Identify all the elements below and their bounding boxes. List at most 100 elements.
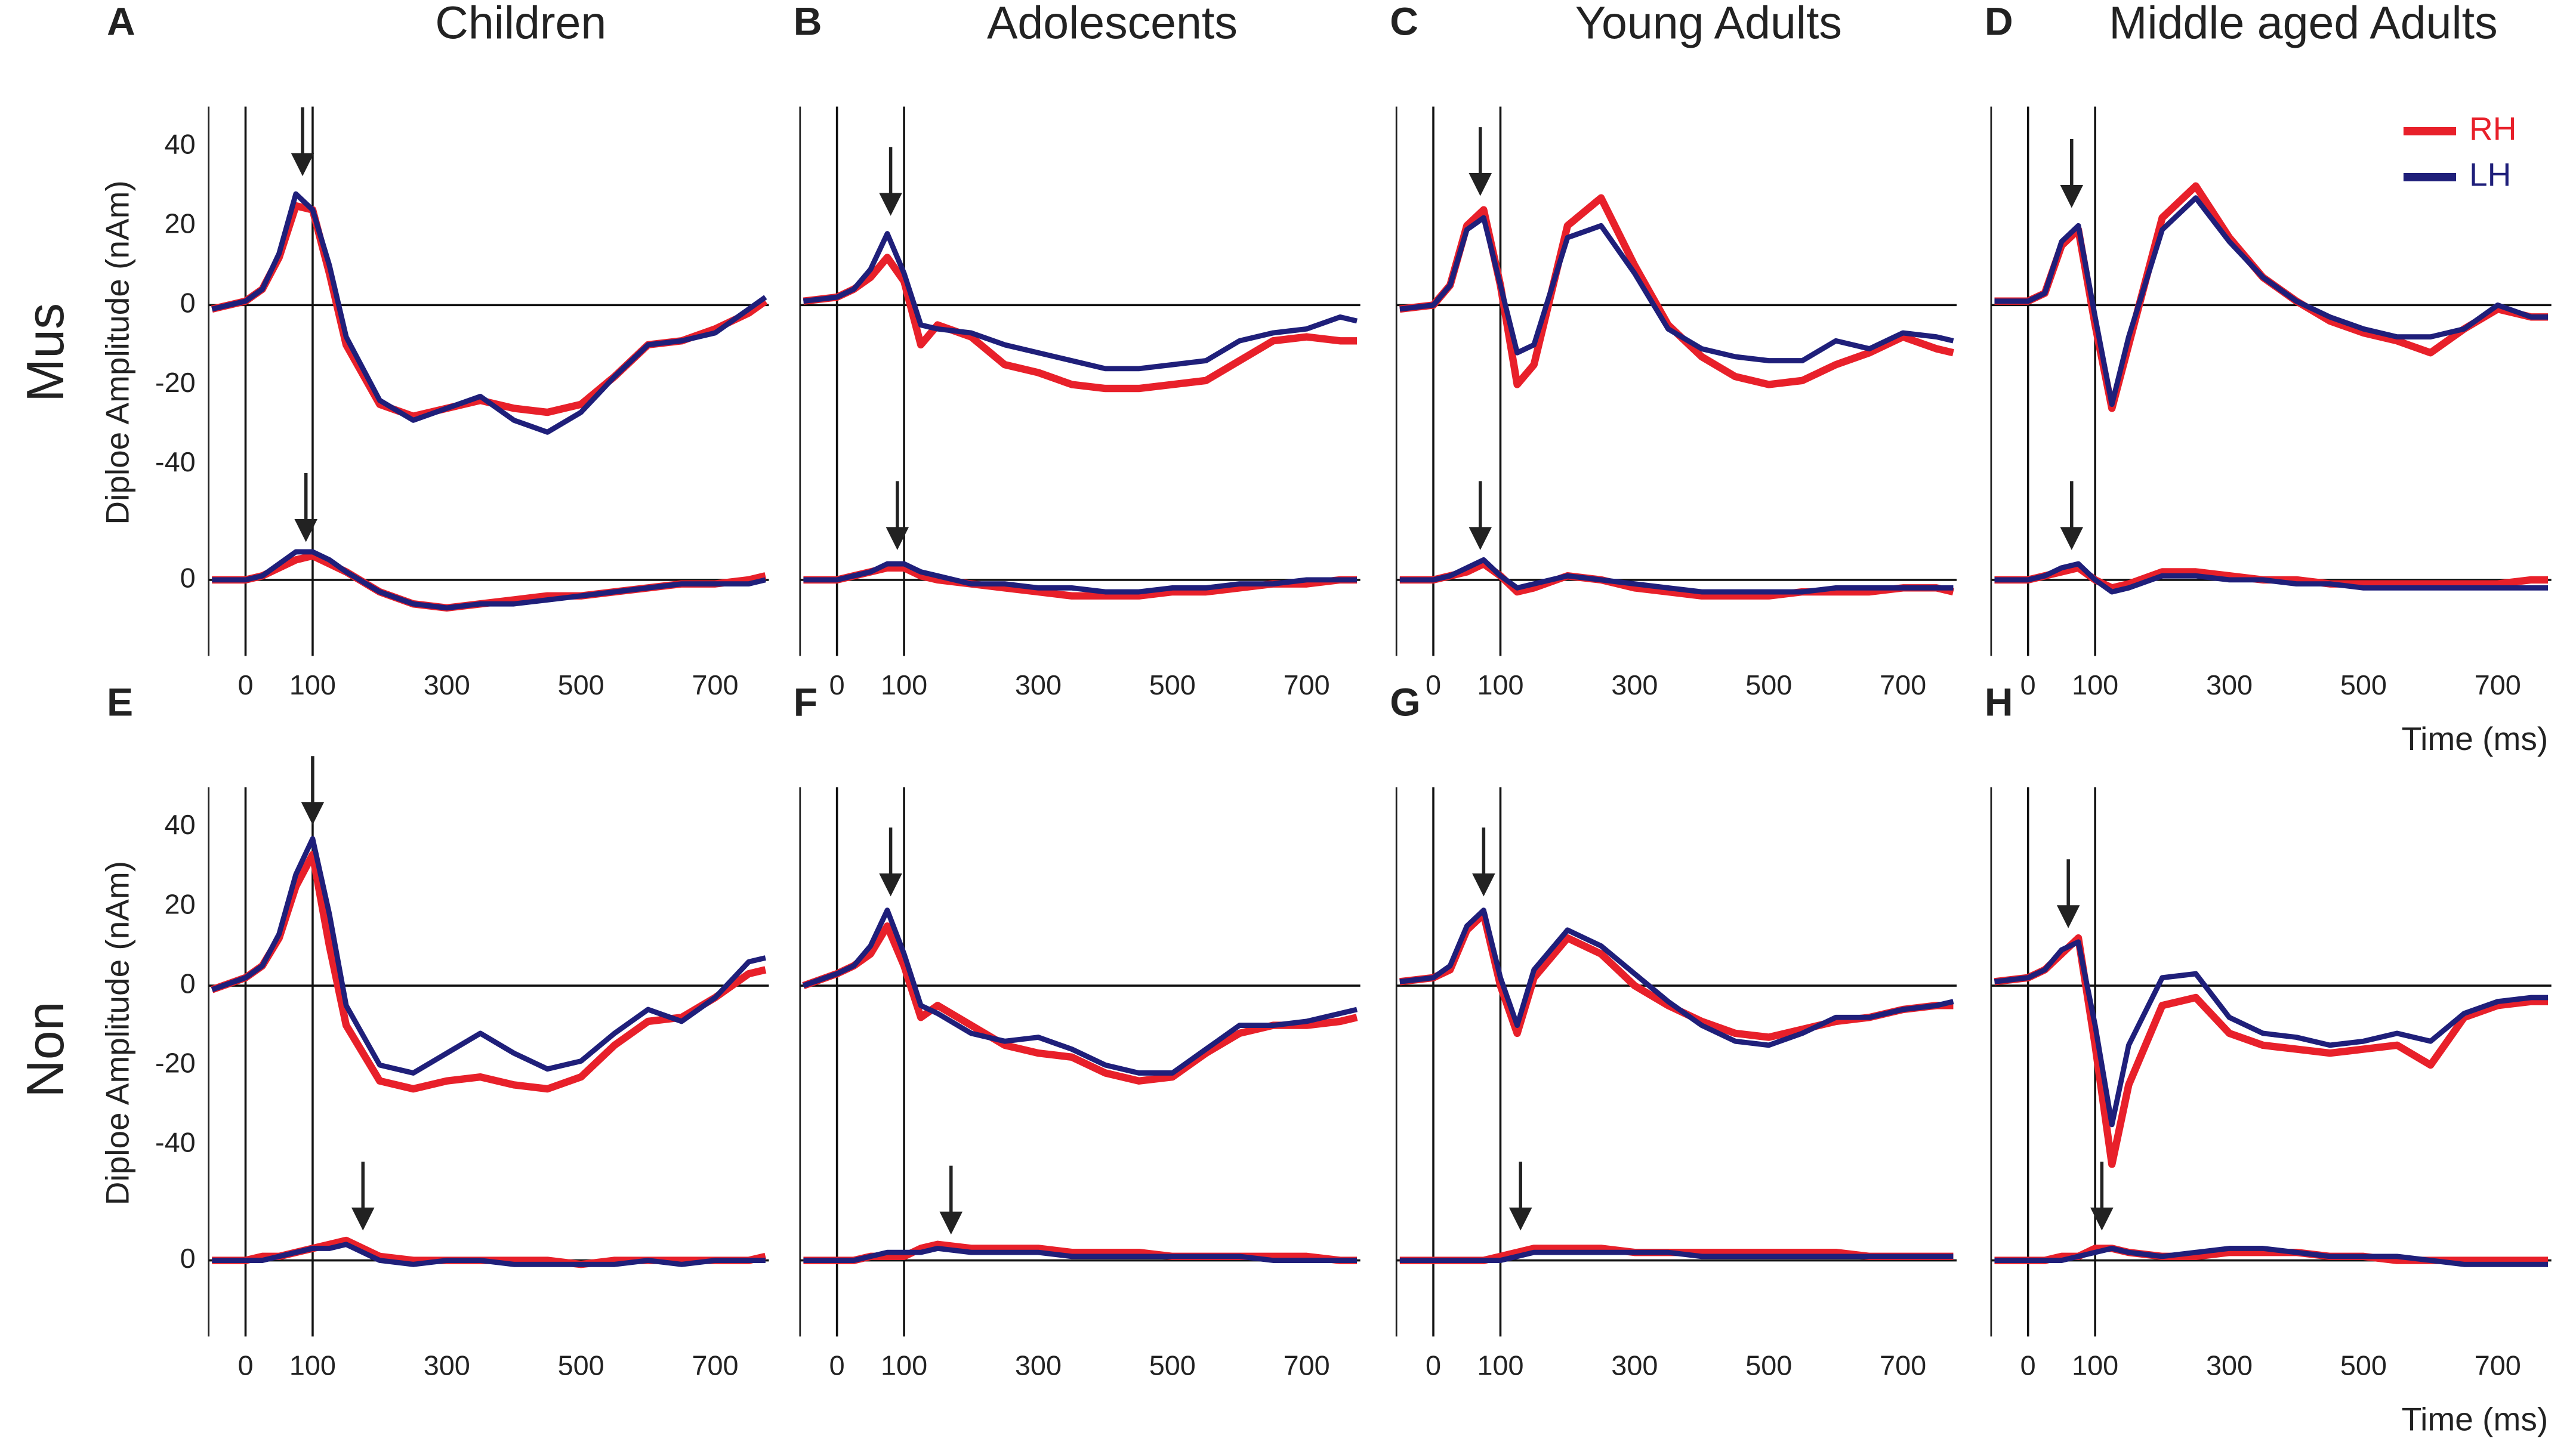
x-tick-label: 0 xyxy=(2020,1350,2036,1381)
y-tick-label: 20 xyxy=(165,208,196,239)
panel-letter: A xyxy=(107,0,135,44)
arrow-head xyxy=(886,527,909,550)
y-tick-label: 0 xyxy=(180,1243,196,1274)
series-line xyxy=(1994,1246,2549,1267)
series-line xyxy=(211,836,766,1076)
x-axis-label: Time (ms) xyxy=(2402,1401,2549,1438)
x-tick-label: 700 xyxy=(2475,1350,2521,1381)
panel-letter: C xyxy=(1390,0,1418,44)
x-tick-label: 0 xyxy=(829,669,845,700)
x-tick-label: 300 xyxy=(424,1350,470,1381)
y-tick-label: -40 xyxy=(155,1127,196,1158)
y-tick-label: 40 xyxy=(165,809,196,840)
panel-title: Middle aged Adults xyxy=(2109,0,2497,48)
y-axis-label: Diploe Amplitude (nAm) xyxy=(98,180,135,524)
x-tick-label: 500 xyxy=(1745,669,1792,700)
series-line xyxy=(212,549,766,611)
arrow-head xyxy=(1469,527,1492,550)
x-tick-label: 0 xyxy=(237,1350,253,1381)
panel-letter: H xyxy=(1985,680,2013,724)
series-line xyxy=(1399,194,1954,388)
x-tick-label: 500 xyxy=(2340,1350,2387,1381)
series-line xyxy=(211,202,768,420)
x-tick-label: 700 xyxy=(1284,669,1330,700)
x-tick-label: 700 xyxy=(1284,1350,1330,1381)
x-tick-label: 0 xyxy=(237,669,253,700)
x-tick-label: 500 xyxy=(558,669,604,700)
series-line xyxy=(1399,560,1954,600)
series-line xyxy=(1994,195,2549,407)
x-tick-label: 300 xyxy=(1611,1350,1658,1381)
series-line xyxy=(1994,564,2549,592)
panel-title: Children xyxy=(435,0,606,48)
x-tick-label: 100 xyxy=(1477,669,1523,700)
x-tick-label: 700 xyxy=(1880,1350,1926,1381)
x-tick-label: 300 xyxy=(2206,1350,2253,1381)
arrow-head xyxy=(939,1211,963,1235)
x-tick-label: 100 xyxy=(881,669,927,700)
panel-letter: F xyxy=(794,680,817,724)
series-line xyxy=(1994,561,2549,595)
y-tick-label: 0 xyxy=(180,968,196,999)
arrow-head xyxy=(291,153,314,177)
x-tick-label: 700 xyxy=(692,1350,739,1381)
y-tick-label: -40 xyxy=(155,446,196,477)
series-line xyxy=(1399,1249,1954,1263)
panel-letter: E xyxy=(107,680,133,724)
series-line xyxy=(212,1242,766,1267)
series-line xyxy=(1994,182,2549,412)
y-tick-label: 20 xyxy=(165,888,196,919)
arrow-head xyxy=(351,1208,375,1231)
x-tick-label: 500 xyxy=(1149,1350,1196,1381)
x-tick-label: 100 xyxy=(289,1350,336,1381)
panel-letter: D xyxy=(1985,0,2013,44)
series-line xyxy=(211,851,767,1093)
series-line xyxy=(803,561,1358,595)
series-line xyxy=(803,1246,1358,1263)
series-line xyxy=(802,907,1358,1076)
series-line xyxy=(803,254,1358,393)
panel-letter: B xyxy=(794,0,822,44)
x-tick-label: 0 xyxy=(2020,669,2036,700)
x-tick-label: 500 xyxy=(1745,1350,1792,1381)
arrow-head xyxy=(1508,1208,1532,1231)
arrow-head xyxy=(2060,185,2084,208)
x-tick-label: 100 xyxy=(881,1350,927,1381)
arrow-head xyxy=(879,193,902,216)
x-tick-label: 300 xyxy=(1611,669,1658,700)
x-tick-label: 700 xyxy=(2475,669,2521,700)
x-tick-label: 500 xyxy=(2340,669,2387,700)
x-tick-label: 0 xyxy=(829,1350,845,1381)
x-tick-label: 100 xyxy=(289,669,336,700)
arrow-head xyxy=(294,518,317,542)
arrow-head xyxy=(301,802,325,825)
y-axis-label: Diploe Amplitude (nAm) xyxy=(98,861,135,1205)
y-tick-label: 0 xyxy=(180,288,196,319)
series-line xyxy=(1399,557,1954,595)
x-tick-label: 100 xyxy=(2072,1350,2118,1381)
series-line xyxy=(802,922,1358,1085)
panel-letter: G xyxy=(1390,680,1420,724)
panel-title: Young Adults xyxy=(1575,0,1842,48)
series-line xyxy=(211,191,767,435)
row-label: Non xyxy=(16,1001,75,1097)
arrow-head xyxy=(1469,173,1492,196)
arrow-head xyxy=(2056,905,2080,928)
row-label: Mus xyxy=(16,303,75,402)
arrow-head xyxy=(1472,873,1495,897)
x-tick-label: 100 xyxy=(1477,1350,1523,1381)
panel-title: Adolescents xyxy=(987,0,1238,48)
legend-label: RH xyxy=(2469,110,2517,147)
series-line xyxy=(803,231,1358,372)
series-line xyxy=(1399,907,1954,1048)
x-axis-label: Time (ms) xyxy=(2402,720,2549,757)
x-tick-label: 300 xyxy=(1015,669,1062,700)
series-line xyxy=(1399,215,1954,363)
x-tick-label: 100 xyxy=(2072,669,2118,700)
series-line xyxy=(1994,934,2549,1168)
x-tick-label: 500 xyxy=(558,1350,604,1381)
y-tick-label: 40 xyxy=(165,129,196,160)
x-tick-label: 700 xyxy=(692,669,739,700)
